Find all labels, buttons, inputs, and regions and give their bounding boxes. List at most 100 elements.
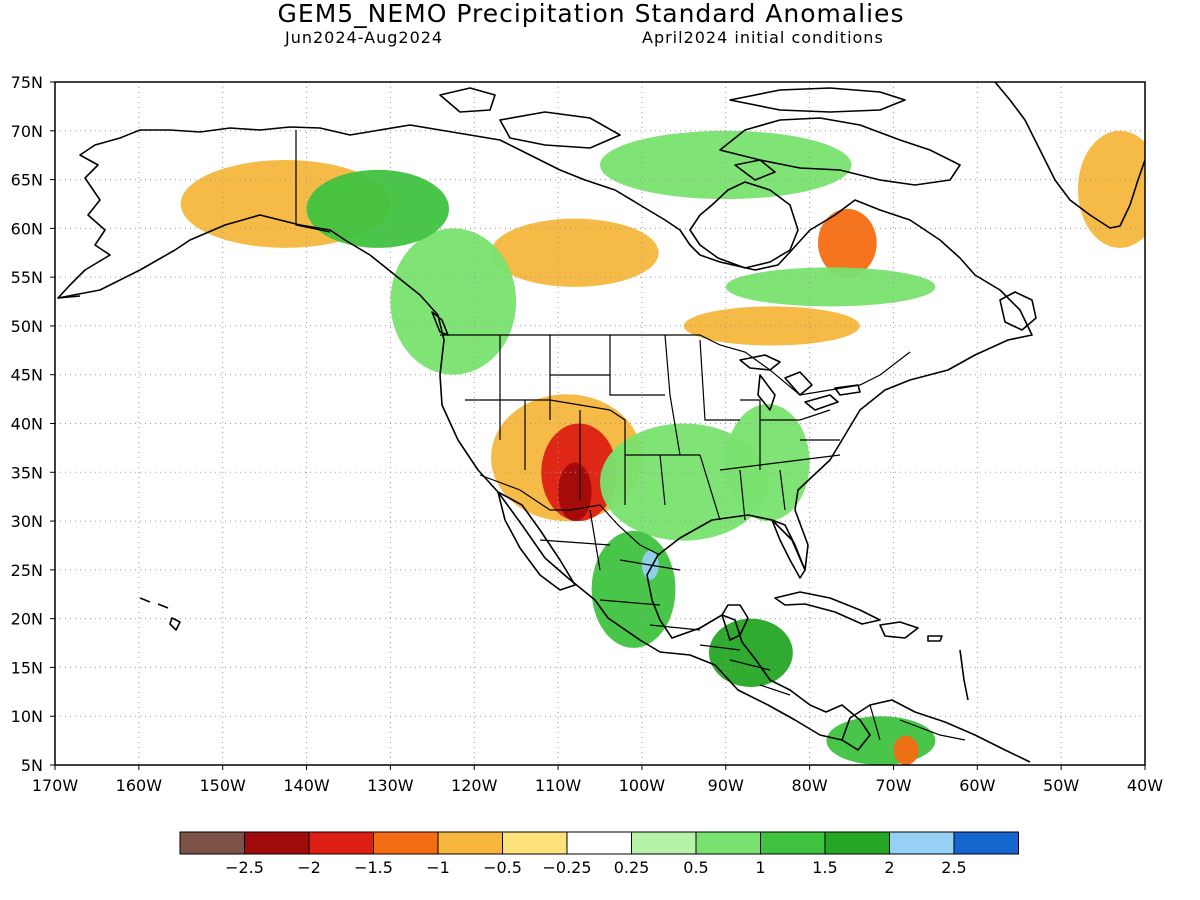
anomaly-region-extreme-dry-sonora — [558, 462, 592, 522]
anomaly-fields — [180, 130, 1145, 765]
initial-conditions: April2024 initial conditions — [642, 28, 884, 47]
aleutian-islands — [57, 295, 81, 299]
alaska-canada-border — [295, 130, 331, 233]
longitude-labels: 170W 160W 150W 140W 130W 120W 110W 100W 90W 80W 70… — [32, 765, 1163, 795]
anomaly-region-wet-mexico — [591, 530, 676, 648]
lat-label: 10N — [11, 707, 43, 726]
forecast-period: Jun2024-Aug2024 — [285, 28, 444, 47]
lat-label: 65N — [11, 171, 43, 190]
colorbar-labels: −2.5 −2 −1.5 −1 −0.5 −0.25 0.25 0.5 1 1.5 2 2.5 — [225, 858, 967, 877]
south-america-coastline — [841, 699, 1031, 763]
colorbar-swatch — [502, 831, 568, 855]
lat-label: 15N — [11, 658, 43, 677]
banks-island — [439, 87, 496, 113]
hispaniola — [879, 621, 919, 639]
anomaly-region-dry-labrador — [818, 208, 877, 278]
lon-label: 140W — [283, 776, 330, 795]
colorbar-label: −2 — [297, 858, 321, 877]
lon-label: 70W — [875, 776, 911, 795]
political-borders — [295, 130, 966, 741]
ellesmere-island — [729, 87, 906, 113]
map-title: GEM5_NEMO Precipitation Standard Anomali… — [277, 0, 905, 28]
us-canada-border — [440, 334, 911, 396]
us-state-borders — [465, 334, 841, 521]
lon-label: 90W — [708, 776, 744, 795]
lat-label: 60N — [11, 219, 43, 238]
anomaly-region-wet-quebec — [725, 267, 936, 307]
lat-label: 55N — [11, 268, 43, 287]
lat-label: 35N — [11, 463, 43, 482]
colorbar-label: 1 — [755, 858, 765, 877]
colorbar-label: −2.5 — [225, 858, 264, 877]
baja-california — [497, 491, 576, 591]
victoria-island — [499, 111, 621, 149]
lon-label: 80W — [792, 776, 828, 795]
central-america-borders — [699, 644, 791, 696]
great-lakes — [739, 354, 861, 411]
colorbar-swatch — [179, 831, 245, 855]
lon-label: 150W — [200, 776, 247, 795]
lat-label: 75N — [11, 73, 43, 92]
colorbar-swatch — [760, 831, 826, 855]
colorbar-swatch — [631, 831, 697, 855]
south-america-borders — [869, 704, 966, 741]
lon-label: 50W — [1043, 776, 1079, 795]
lon-label: 110W — [535, 776, 582, 795]
colorbar-swatch — [889, 831, 955, 855]
colorbar-label: −0.25 — [542, 858, 591, 877]
colorbar-label: 2.5 — [941, 858, 966, 877]
colorbar-label: 0.5 — [683, 858, 708, 877]
colorbar-swatch — [695, 831, 761, 855]
latitude-labels: 75N 70N 65N 60N 55N 50N 45N 40N 35N 30N 25N 20N 15N 1… — [11, 73, 55, 775]
yucatan-peninsula — [721, 604, 749, 641]
anomaly-region-wet-southeast-us — [725, 403, 810, 522]
lat-label: 45N — [11, 366, 43, 385]
colorbar-label: 1.5 — [812, 858, 837, 877]
colorbar-swatch — [373, 831, 439, 855]
colorbar-label: −1.5 — [354, 858, 393, 877]
lon-label: 60W — [959, 776, 995, 795]
lesser-antilles — [959, 649, 969, 701]
colorbar-swatch — [566, 831, 632, 855]
lon-label: 40W — [1127, 776, 1163, 795]
anomaly-region-dry-greenland-south — [1077, 130, 1145, 248]
lon-label: 130W — [367, 776, 414, 795]
lat-label: 40N — [11, 415, 43, 434]
hudson-bay-coastline — [689, 181, 799, 269]
florida-peninsula — [771, 519, 806, 579]
lat-label: 50N — [11, 317, 43, 336]
colorbar — [179, 831, 1019, 855]
anomaly-region-wet-nunavut — [600, 130, 852, 200]
greenland-coastline — [994, 82, 1145, 229]
anomaly-region-dry-ontario-band — [683, 306, 860, 346]
colorbar-swatch — [244, 831, 310, 855]
lon-label: 120W — [451, 776, 498, 795]
colorbar-label: 0.25 — [614, 858, 650, 877]
colorbar-label: −0.5 — [483, 858, 522, 877]
anomaly-region-wet-pacific-nw — [390, 228, 517, 375]
anomaly-region-dry-central-canada — [490, 218, 659, 287]
colorbar-swatch — [437, 831, 503, 855]
mexico-state-borders — [539, 509, 701, 631]
north-america-coastline — [57, 124, 1033, 751]
lon-label: 170W — [32, 776, 79, 795]
colorbar-swatch — [824, 831, 890, 855]
colorbar-swatch — [953, 831, 1019, 855]
coastlines — [57, 82, 1145, 763]
lat-label: 25N — [11, 561, 43, 580]
southampton-island — [734, 159, 776, 181]
newfoundland — [999, 291, 1037, 331]
colorbar-label: 2 — [884, 858, 894, 877]
lon-label: 100W — [619, 776, 666, 795]
colorbar-swatch — [308, 831, 374, 855]
puerto-rico — [927, 635, 943, 642]
colorbar-label: −1 — [426, 858, 450, 877]
us-mexico-border — [479, 474, 661, 556]
baffin-island — [719, 117, 961, 186]
cuba — [774, 591, 881, 625]
hawaii-islands — [139, 597, 181, 631]
lat-label: 20N — [11, 610, 43, 629]
lat-label: 70N — [11, 122, 43, 141]
lon-label: 160W — [116, 776, 163, 795]
